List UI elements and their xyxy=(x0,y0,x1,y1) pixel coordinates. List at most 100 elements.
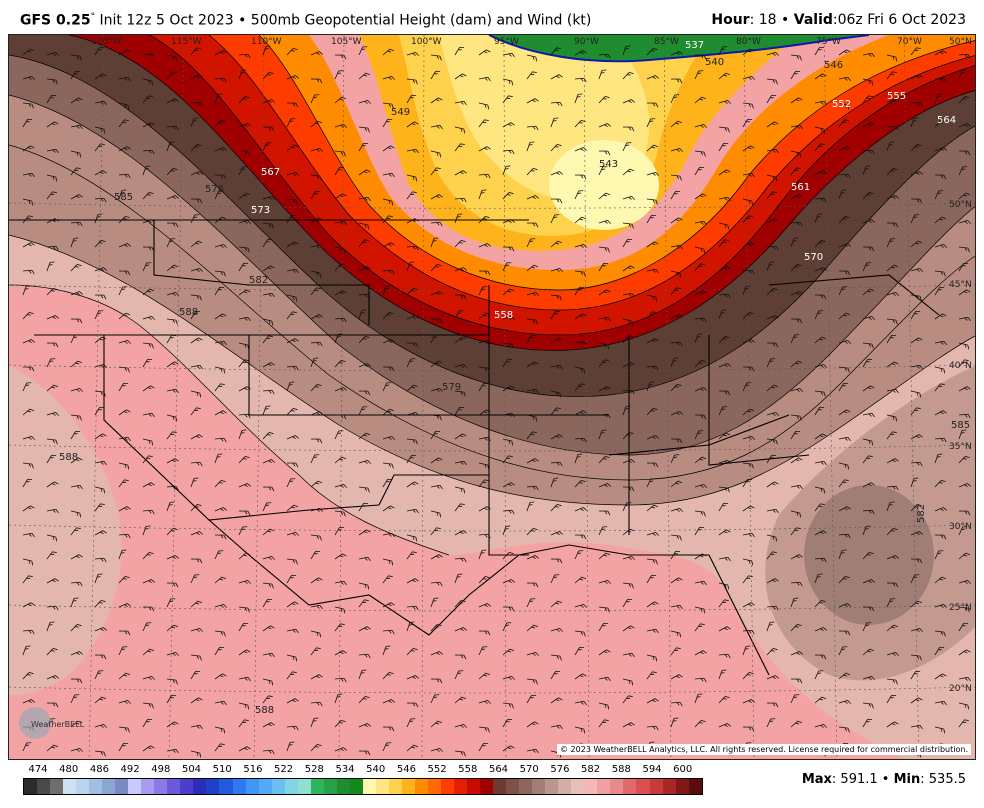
contour-label: 561 xyxy=(791,182,810,193)
wind-barb xyxy=(838,533,851,539)
wind-barb xyxy=(766,315,779,320)
wind-barb xyxy=(358,266,371,272)
wind-barb xyxy=(550,47,561,56)
wind-barb xyxy=(478,216,490,224)
wind-barb xyxy=(46,358,56,368)
wind-barb xyxy=(574,383,585,392)
wind-barb xyxy=(526,748,539,754)
wind-barb xyxy=(718,529,731,536)
wind-barb xyxy=(550,390,562,398)
wind-barb xyxy=(358,99,371,104)
wind-barb xyxy=(94,573,103,584)
wind-barb xyxy=(430,414,442,421)
wind-barb xyxy=(262,126,275,132)
logo-graphic: WeatherBELL xyxy=(19,707,85,739)
wind-barb xyxy=(310,120,323,128)
wind-barb xyxy=(214,630,226,637)
contour-label: 585 xyxy=(951,420,970,431)
wind-barb xyxy=(694,553,707,560)
wind-barb xyxy=(622,45,631,56)
wind-barb xyxy=(46,218,59,224)
colorbar-label: 558 xyxy=(458,764,478,775)
wind-barb xyxy=(958,510,971,516)
wind-barb xyxy=(934,313,947,320)
wind-barb xyxy=(694,317,707,323)
wind-barb xyxy=(790,510,802,518)
wind-barb xyxy=(454,363,467,368)
wind-barb xyxy=(142,78,154,86)
wind-barb xyxy=(742,102,754,109)
wind-barb xyxy=(334,677,347,683)
wind-barb xyxy=(862,455,873,464)
wind-barb xyxy=(94,696,107,704)
wind-barb xyxy=(934,603,947,608)
wind-barb xyxy=(454,143,465,152)
band-570 xyxy=(9,55,975,455)
colorbar-swatch xyxy=(245,779,259,794)
low-center-ontario xyxy=(549,140,659,230)
wind-barb xyxy=(46,534,58,542)
wind-barb xyxy=(190,627,203,632)
wind-barb xyxy=(694,193,707,200)
wind-barb xyxy=(622,695,633,704)
wind-barb xyxy=(574,480,586,488)
wind-barb xyxy=(406,384,419,392)
valid-bullet: • xyxy=(781,12,790,28)
wind-barb xyxy=(526,651,539,656)
wind-barb xyxy=(454,433,467,440)
wind-barb xyxy=(94,46,105,56)
wind-barb xyxy=(310,147,323,152)
wind-barb xyxy=(358,309,367,320)
wind-barb xyxy=(382,75,395,80)
wind-barb xyxy=(358,653,371,659)
wind-barb xyxy=(22,285,31,296)
wind-barb xyxy=(622,722,635,728)
wind-barb xyxy=(646,268,659,274)
wind-barb xyxy=(670,480,683,488)
wind-barb xyxy=(526,582,539,588)
wind-barb xyxy=(838,436,851,442)
wind-barb xyxy=(790,581,803,587)
wind-barb xyxy=(382,242,395,248)
wind-barb xyxy=(382,532,395,538)
wind-barb xyxy=(190,198,203,204)
wind-barb xyxy=(454,336,467,344)
wind-barb xyxy=(574,270,586,277)
wind-barb xyxy=(526,264,539,272)
wind-barb xyxy=(550,294,562,301)
wind-barb xyxy=(238,413,251,419)
wind-barb xyxy=(310,438,323,444)
wind-barb xyxy=(262,318,274,326)
wind-barb xyxy=(526,334,537,344)
wind-barb xyxy=(862,165,871,176)
wind-barb xyxy=(430,554,443,560)
colorbar-swatch xyxy=(336,779,350,794)
wind-barb xyxy=(406,438,418,445)
wind-barb xyxy=(286,102,299,108)
wind-barb xyxy=(886,501,895,512)
wind-barb xyxy=(166,501,175,512)
wind-barb xyxy=(334,430,344,440)
wind-barb xyxy=(478,409,491,416)
lat-label: 50°N xyxy=(949,200,972,210)
wind-barb xyxy=(886,485,899,491)
wind-barb xyxy=(334,246,346,254)
wind-barb xyxy=(742,462,754,469)
wind-barb xyxy=(862,95,873,104)
wind-barb xyxy=(838,646,848,656)
wind-barb xyxy=(238,53,251,59)
wind-barb xyxy=(886,721,899,728)
wind-barb xyxy=(934,93,943,104)
wind-barb xyxy=(118,339,131,344)
wind-barb xyxy=(502,192,514,200)
wind-barb xyxy=(910,504,922,512)
colorbar-swatch xyxy=(310,779,324,794)
wind-barb xyxy=(886,98,899,104)
wind-barb xyxy=(646,381,655,392)
weather-map[interactable]: 120°W 115°W 110°W 105°W 100°W 95°W 90°W … xyxy=(8,34,976,760)
wind-barb xyxy=(862,606,875,612)
lon-label: 110°W xyxy=(251,37,282,47)
wind-barb xyxy=(262,195,275,200)
wind-barb xyxy=(262,72,274,80)
wind-barb xyxy=(934,77,947,83)
